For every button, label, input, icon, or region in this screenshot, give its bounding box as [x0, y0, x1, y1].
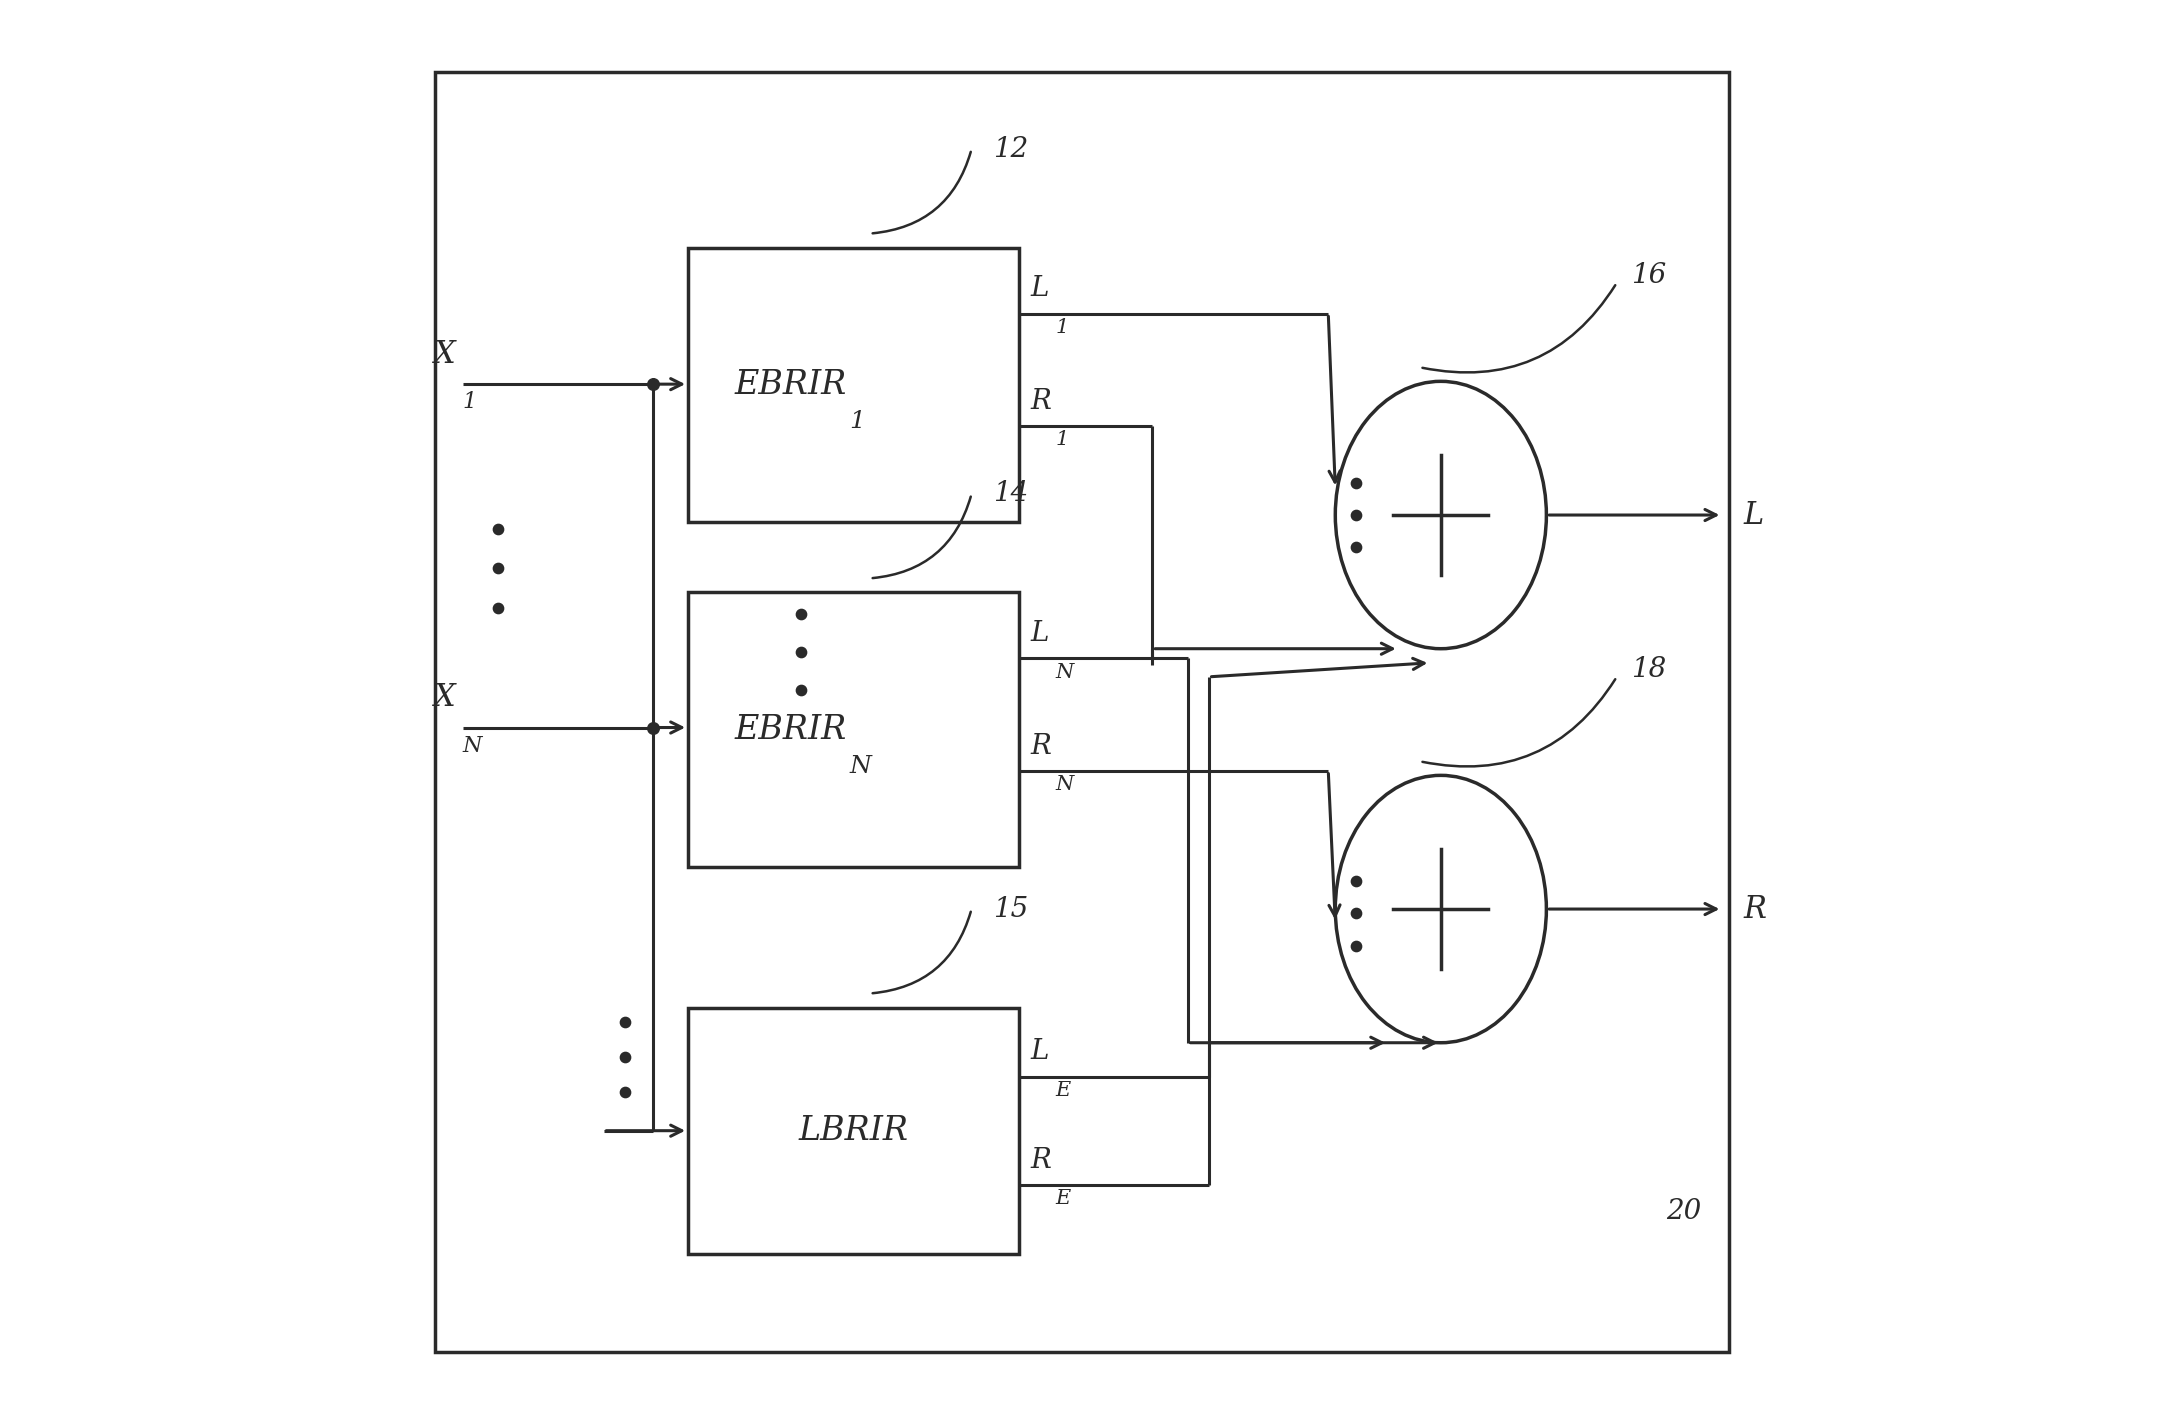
Point — [1340, 471, 1374, 494]
Point — [1340, 902, 1374, 925]
Text: 15: 15 — [993, 895, 1028, 922]
Text: R: R — [1744, 894, 1766, 925]
Text: L: L — [1030, 1038, 1047, 1065]
Text: R: R — [1030, 1146, 1052, 1173]
Text: LBRIR: LBRIR — [799, 1115, 909, 1146]
Text: R: R — [1030, 388, 1052, 415]
Point — [1340, 503, 1374, 526]
Text: 1: 1 — [1056, 317, 1069, 337]
Text: 14: 14 — [993, 481, 1028, 508]
Point — [480, 557, 515, 580]
Text: N: N — [848, 754, 870, 778]
Point — [783, 678, 818, 701]
Text: 1: 1 — [1056, 430, 1069, 450]
Point — [636, 372, 671, 395]
Text: L: L — [1744, 499, 1764, 530]
Point — [608, 1080, 643, 1103]
Text: X: X — [435, 338, 457, 369]
Point — [480, 596, 515, 619]
Text: E: E — [1056, 1189, 1071, 1208]
Text: N: N — [1056, 663, 1073, 681]
Text: 18: 18 — [1632, 656, 1666, 684]
Text: 16: 16 — [1632, 262, 1666, 289]
Bar — [688, 592, 1019, 867]
Text: X: X — [435, 682, 457, 713]
Bar — [688, 1008, 1019, 1253]
Text: 1: 1 — [848, 410, 866, 433]
Point — [636, 716, 671, 739]
Bar — [688, 248, 1019, 522]
Text: EBRIR: EBRIR — [734, 713, 846, 746]
Point — [608, 1046, 643, 1069]
Text: R: R — [1030, 733, 1052, 760]
Text: N: N — [1056, 776, 1073, 794]
Text: EBRIR: EBRIR — [734, 369, 846, 400]
Point — [480, 517, 515, 540]
Point — [608, 1011, 643, 1034]
Point — [1340, 935, 1374, 957]
Text: 20: 20 — [1666, 1198, 1701, 1225]
Text: N: N — [463, 735, 483, 757]
Text: E: E — [1056, 1080, 1071, 1100]
Text: L: L — [1030, 620, 1047, 647]
Point — [783, 602, 818, 625]
Text: 12: 12 — [993, 135, 1028, 162]
Point — [783, 640, 818, 663]
Point — [1340, 870, 1374, 893]
Text: 1: 1 — [463, 391, 476, 413]
Point — [1340, 536, 1374, 558]
Text: L: L — [1030, 275, 1047, 302]
